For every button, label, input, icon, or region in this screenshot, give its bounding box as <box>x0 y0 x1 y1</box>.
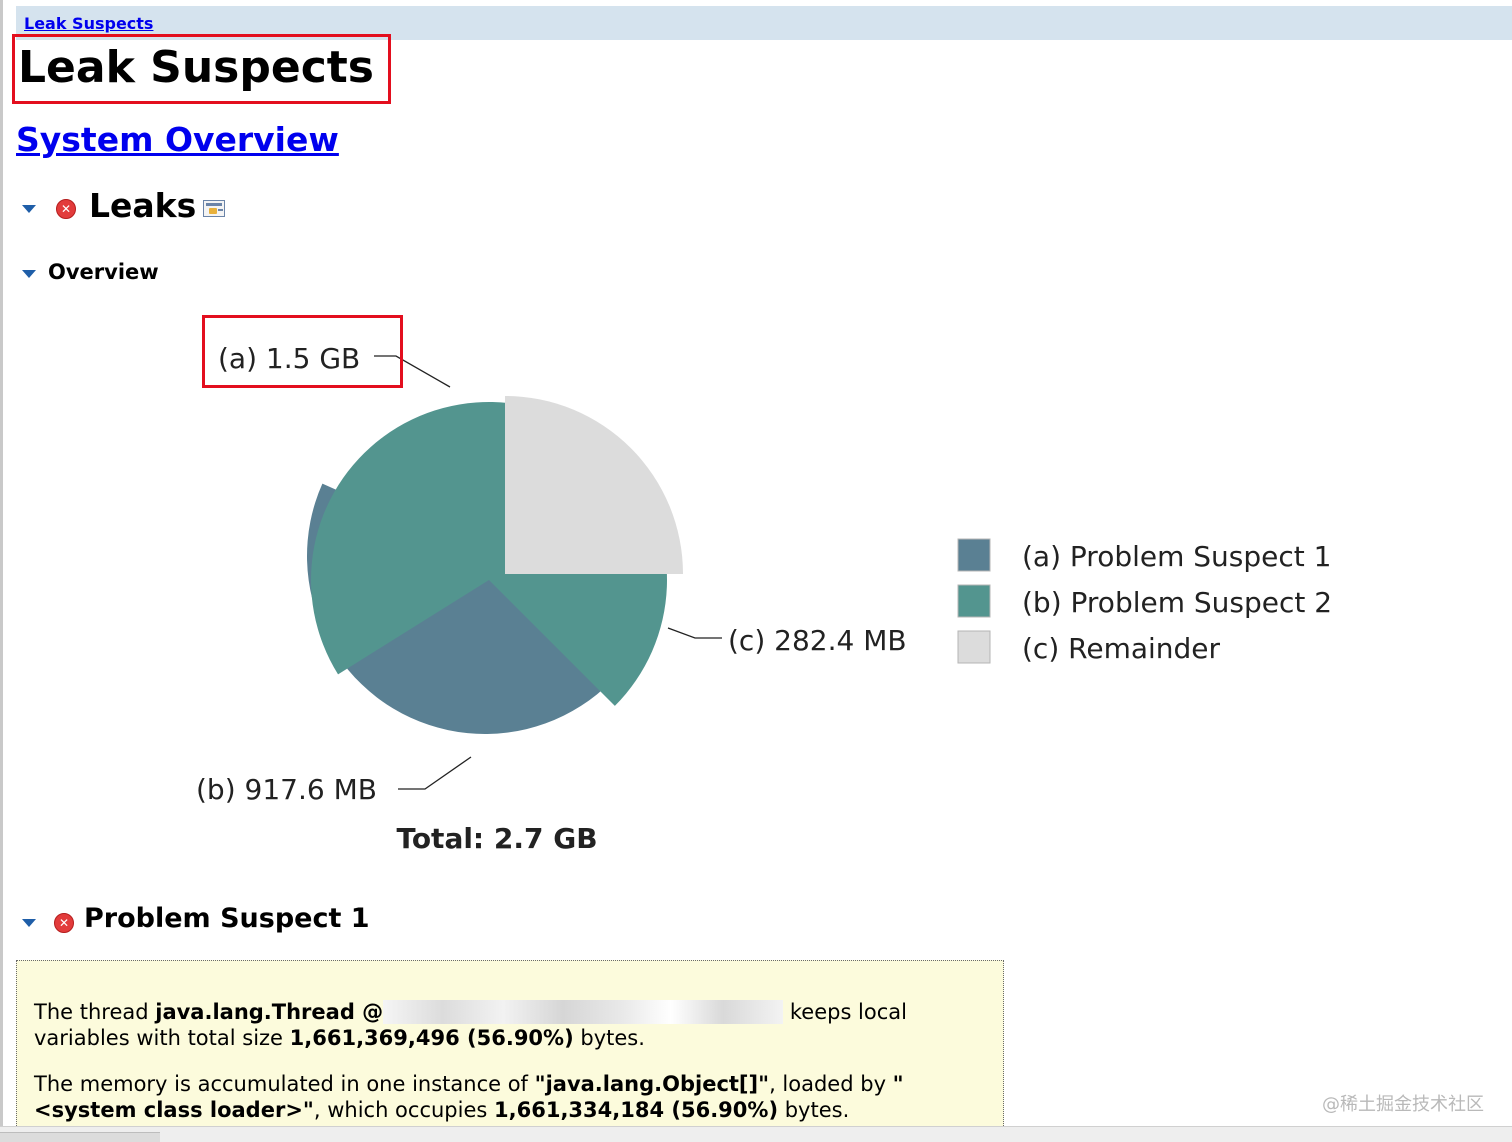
section-title-leaks: Leaks <box>89 186 197 225</box>
breadcrumb-link-leak-suspects[interactable]: Leak Suspects <box>24 14 154 33</box>
bottom-tab[interactable] <box>0 1132 160 1142</box>
object-class-name[interactable]: "java.lang.Object[]" <box>534 1072 770 1096</box>
window-left-edge <box>0 0 3 1141</box>
section-title-overview: Overview <box>48 260 159 284</box>
highlight-box-title <box>12 34 391 104</box>
error-icon: ✕ <box>54 913 74 933</box>
legend-swatch-b <box>957 584 991 618</box>
slice-label-a: (a) 1.5 GB <box>218 342 360 375</box>
leader-line-a <box>374 355 451 388</box>
overview-pie-chart: (a) 1.5 GB (b) 917.6 MB (c) 282.4 MB Total… <box>196 342 1332 855</box>
problem-suspect-1-description: The thread java.lang.Thread @ keeps loca… <box>16 960 1004 1140</box>
leader-line-c <box>667 627 722 639</box>
chart-total-label: Total: 2.7 GB <box>396 822 597 855</box>
legend-label-c: (c) Remainder <box>1022 632 1221 665</box>
system-overview-link[interactable]: System Overview <box>16 120 339 159</box>
window-bottom-bar <box>0 1126 1512 1142</box>
slice-label-c: (c) 282.4 MB <box>728 624 907 657</box>
details-icon[interactable] <box>203 200 225 217</box>
leader-line-b <box>398 756 472 790</box>
collapse-leaks-icon[interactable] <box>22 205 36 213</box>
suspect-paragraph-thread: The thread java.lang.Thread @ keeps loca… <box>34 1000 907 1050</box>
pie-slice-c <box>505 396 683 574</box>
error-icon: ✕ <box>56 199 76 219</box>
section-title-problem-suspect-1: Problem Suspect 1 <box>84 903 370 934</box>
legend-swatch-c <box>957 630 991 664</box>
slice-label-b: (b) 917.6 MB <box>196 773 377 806</box>
collapse-problem-suspect-1-icon[interactable] <box>22 919 36 927</box>
thread-class-name[interactable]: java.lang.Thread @ <box>155 1000 384 1024</box>
redacted-thread-name <box>383 1000 784 1024</box>
page-title: Leak Suspects <box>18 42 374 93</box>
class-loader-name[interactable]: "<system class loader>" <box>34 1072 904 1122</box>
legend-label-a: (a) Problem Suspect 1 <box>1022 540 1331 573</box>
highlight-box-slice-a <box>202 315 403 388</box>
legend-label-b: (b) Problem Suspect 2 <box>1022 586 1332 619</box>
legend-swatch-a <box>957 538 991 572</box>
watermark: @稀土掘金技术社区 <box>1322 1094 1484 1115</box>
suspect-paragraph-accumulation: The memory is accumulated in one instanc… <box>34 1072 904 1122</box>
collapse-overview-icon[interactable] <box>22 270 36 278</box>
